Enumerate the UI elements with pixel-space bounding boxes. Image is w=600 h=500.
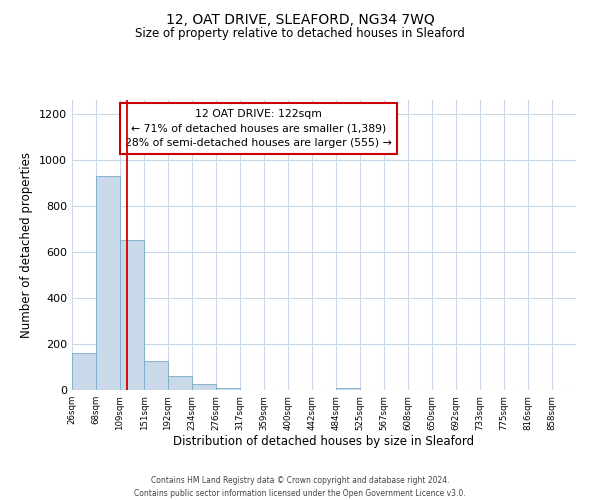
X-axis label: Distribution of detached houses by size in Sleaford: Distribution of detached houses by size … <box>173 436 475 448</box>
Text: 12 OAT DRIVE: 122sqm
← 71% of detached houses are smaller (1,389)
28% of semi-de: 12 OAT DRIVE: 122sqm ← 71% of detached h… <box>125 108 392 148</box>
Bar <box>96 176 120 390</box>
Bar <box>216 388 240 390</box>
Bar <box>168 376 192 390</box>
Text: Contains HM Land Registry data © Crown copyright and database right 2024.
Contai: Contains HM Land Registry data © Crown c… <box>134 476 466 498</box>
Text: Size of property relative to detached houses in Sleaford: Size of property relative to detached ho… <box>135 28 465 40</box>
Bar <box>120 240 144 390</box>
Bar <box>192 384 216 390</box>
Y-axis label: Number of detached properties: Number of detached properties <box>20 152 34 338</box>
Text: 12, OAT DRIVE, SLEAFORD, NG34 7WQ: 12, OAT DRIVE, SLEAFORD, NG34 7WQ <box>166 12 434 26</box>
Bar <box>336 388 360 390</box>
Bar <box>72 353 96 390</box>
Bar <box>144 361 168 390</box>
